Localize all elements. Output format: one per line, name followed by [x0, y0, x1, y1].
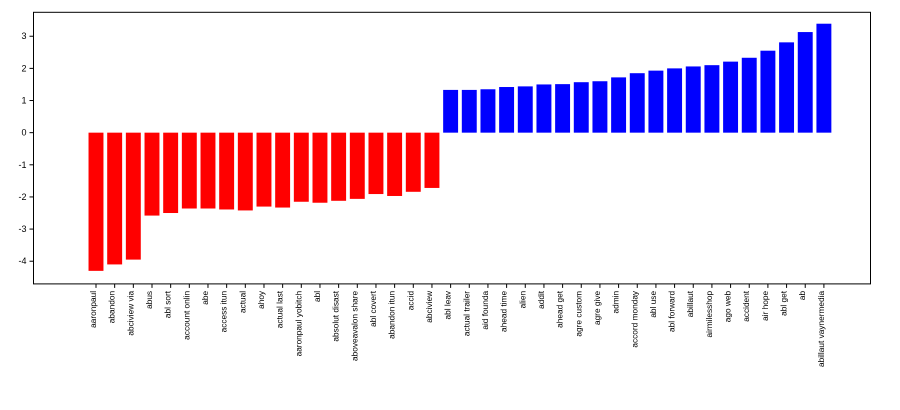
- svg-text:aid founda: aid founda: [480, 291, 490, 330]
- svg-text:agre give: agre give: [592, 291, 602, 326]
- svg-text:ahoy: ahoy: [256, 290, 266, 309]
- svg-text:abandon itun: abandon itun: [387, 291, 397, 339]
- svg-text:abus: abus: [144, 291, 154, 309]
- svg-text:access itun: access itun: [219, 291, 229, 333]
- svg-text:abl covert: abl covert: [368, 290, 378, 327]
- svg-text:airmilesshop: airmilesshop: [704, 291, 714, 338]
- svg-text:accid: accid: [405, 291, 415, 311]
- svg-text:2: 2: [21, 63, 26, 73]
- svg-text:aaronpaul: aaronpaul: [88, 291, 98, 328]
- svg-text:-4: -4: [18, 256, 26, 266]
- svg-text:actual last: actual last: [275, 290, 285, 328]
- svg-text:ahead get: ahead get: [555, 290, 565, 328]
- svg-text:ahead time: ahead time: [499, 291, 509, 332]
- svg-text:actual: actual: [237, 291, 247, 313]
- svg-text:actual trailer: actual trailer: [461, 291, 471, 336]
- svg-text:-3: -3: [18, 224, 26, 234]
- svg-text:0: 0: [21, 128, 26, 138]
- svg-text:account onlin: account onlin: [181, 291, 191, 340]
- svg-text:-2: -2: [18, 192, 26, 202]
- svg-text:alien: alien: [517, 291, 527, 309]
- svg-text:abl forward: abl forward: [667, 291, 677, 332]
- svg-text:aaronpaul yobitch: aaronpaul yobitch: [293, 291, 303, 357]
- svg-text:abl get: abl get: [779, 290, 789, 316]
- svg-text:-1: -1: [18, 160, 26, 170]
- svg-text:addit: addit: [536, 290, 546, 309]
- svg-text:abl sort: abl sort: [163, 290, 173, 318]
- svg-text:abl: abl: [312, 291, 322, 302]
- svg-text:abe: abe: [200, 291, 210, 305]
- svg-text:abl leav: abl leav: [443, 290, 453, 319]
- svg-text:abillaut: abillaut: [685, 290, 695, 317]
- svg-text:agre custom: agre custom: [573, 291, 583, 337]
- svg-text:abl use: abl use: [648, 291, 658, 318]
- svg-text:absolut disast: absolut disast: [331, 290, 341, 341]
- svg-text:abillaut vaynermedia: abillaut vaynermedia: [816, 291, 826, 367]
- svg-text:ab: ab: [797, 291, 807, 301]
- svg-text:admin: admin: [611, 291, 621, 314]
- svg-text:accident: accident: [741, 290, 751, 322]
- svg-text:accord monday: accord monday: [629, 290, 639, 348]
- svg-text:1: 1: [21, 96, 26, 106]
- svg-text:aboveavalon share: aboveavalon share: [349, 291, 359, 362]
- svg-text:abandon: abandon: [107, 291, 117, 324]
- svg-text:3: 3: [21, 31, 26, 41]
- svg-text:ago web: ago web: [723, 291, 733, 323]
- svg-text:abciview via: abciview via: [125, 291, 135, 336]
- svg-text:abciview: abciview: [424, 290, 434, 323]
- svg-text:air hope: air hope: [760, 291, 770, 321]
